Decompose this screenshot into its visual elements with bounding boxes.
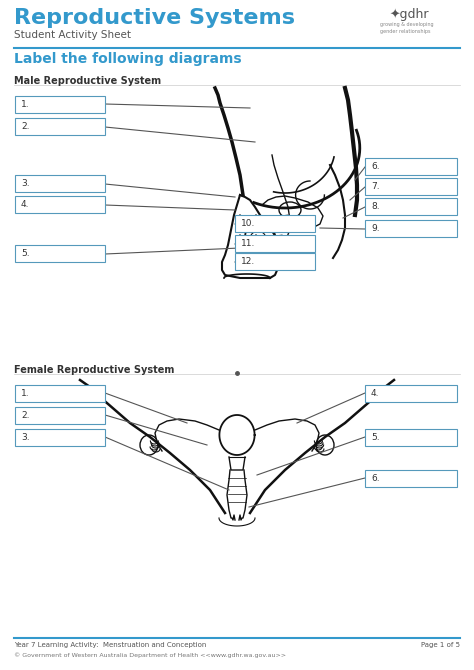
Bar: [15, 429, 105, 446]
Text: 2.: 2.: [21, 411, 29, 420]
Text: Year 7 Learning Activity:  Menstruation and Conception: Year 7 Learning Activity: Menstruation a…: [14, 642, 206, 648]
Bar: [15, 175, 105, 192]
Text: 1.: 1.: [21, 100, 29, 109]
Bar: [365, 220, 457, 237]
Text: 1.: 1.: [21, 389, 29, 398]
Text: Label the following diagrams: Label the following diagrams: [14, 52, 242, 66]
Text: 5.: 5.: [21, 249, 29, 258]
Text: 11.: 11.: [241, 239, 255, 248]
Bar: [365, 385, 457, 402]
Text: 8.: 8.: [371, 202, 380, 211]
Text: Reproductive Systems: Reproductive Systems: [14, 8, 295, 28]
Bar: [365, 158, 457, 175]
Text: 5.: 5.: [371, 433, 380, 442]
Text: 3.: 3.: [21, 179, 29, 188]
Bar: [15, 118, 105, 135]
Bar: [15, 245, 105, 262]
Bar: [365, 198, 457, 215]
Bar: [365, 470, 457, 487]
Text: 6.: 6.: [371, 474, 380, 483]
Text: 4.: 4.: [371, 389, 380, 398]
Bar: [15, 385, 105, 402]
Bar: [235, 215, 315, 232]
Bar: [235, 253, 315, 270]
Bar: [15, 407, 105, 424]
Text: Female Reproductive System: Female Reproductive System: [14, 365, 174, 375]
Text: 10.: 10.: [241, 219, 255, 228]
Bar: [15, 96, 105, 113]
Text: © Government of Western Australia Department of Health <<www.gdhr.wa.gov.au>>: © Government of Western Australia Depart…: [14, 652, 286, 658]
Text: 12.: 12.: [241, 257, 255, 266]
Bar: [15, 196, 105, 213]
Text: 9.: 9.: [371, 224, 380, 233]
Text: growing & developing: growing & developing: [380, 22, 434, 27]
Text: 7.: 7.: [371, 182, 380, 191]
Text: 3.: 3.: [21, 433, 29, 442]
Text: Male Reproductive System: Male Reproductive System: [14, 76, 161, 86]
Text: Page 1 of 5: Page 1 of 5: [421, 642, 460, 648]
Text: 4.: 4.: [21, 200, 29, 209]
Text: 6.: 6.: [371, 162, 380, 171]
Bar: [365, 178, 457, 195]
Bar: [365, 429, 457, 446]
Bar: [235, 235, 315, 252]
Text: 2.: 2.: [21, 122, 29, 131]
Text: Student Activity Sheet: Student Activity Sheet: [14, 30, 131, 40]
Text: ✦gdhr: ✦gdhr: [390, 8, 429, 21]
Text: gender relationships: gender relationships: [380, 29, 430, 34]
